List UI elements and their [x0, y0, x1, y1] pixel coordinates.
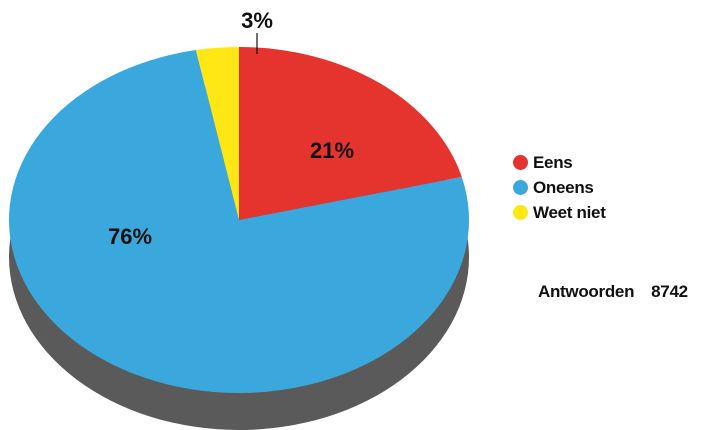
- legend-item-eens: Eens: [513, 150, 606, 175]
- legend-label-weet-niet: Weet niet: [533, 202, 606, 222]
- pie-slice-weet-niet: [195, 47, 239, 220]
- legend-swatch-weet-niet: [513, 205, 528, 220]
- legend: Eens Oneens Weet niet: [513, 150, 606, 225]
- slice-label-eens: 21%: [310, 138, 354, 163]
- response-count: Antwoorden 8742: [538, 282, 688, 302]
- pie-slice-eens: [239, 47, 462, 220]
- legend-item-oneens: Oneens: [513, 175, 606, 200]
- legend-label-eens: Eens: [533, 152, 573, 172]
- legend-item-weet-niet: Weet niet: [513, 200, 606, 225]
- legend-swatch-oneens: [513, 180, 528, 195]
- pie-slice-oneens: [8, 50, 469, 393]
- legend-swatch-eens: [513, 155, 528, 170]
- response-count-label: Antwoorden: [538, 282, 635, 301]
- response-count-value: 8742: [651, 282, 688, 301]
- legend-label-oneens: Oneens: [533, 177, 594, 197]
- slice-label-weet-niet: 3%: [241, 8, 273, 33]
- slice-label-oneens: 76%: [108, 224, 152, 249]
